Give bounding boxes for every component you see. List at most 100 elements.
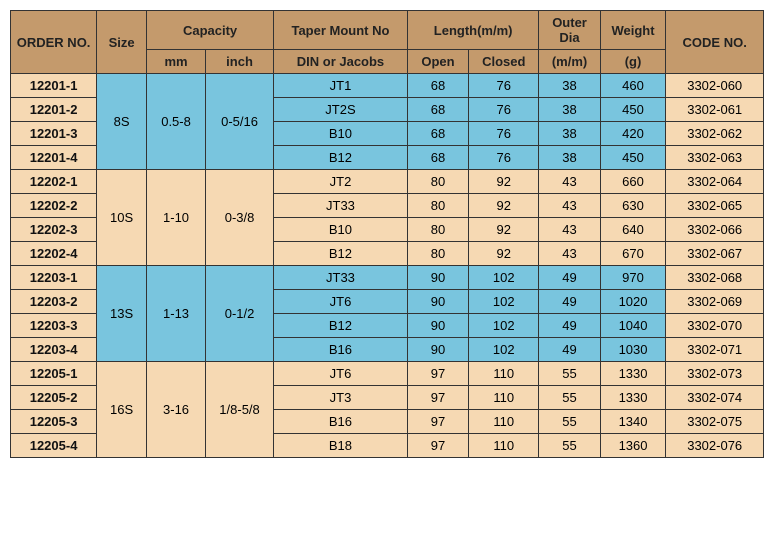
cell-taper: B10: [274, 218, 408, 242]
cell-closed: 92: [469, 218, 539, 242]
col-taper: Taper Mount No: [274, 11, 408, 50]
cell-open: 90: [407, 266, 468, 290]
col-taper-sub: DIN or Jacobs: [274, 50, 408, 74]
cell-order-no: 12201-2: [11, 98, 97, 122]
cell-taper: JT33: [274, 194, 408, 218]
cell-closed: 110: [469, 362, 539, 386]
cell-outer-dia: 49: [539, 314, 600, 338]
col-length-open: Open: [407, 50, 468, 74]
cell-outer-dia: 55: [539, 386, 600, 410]
cell-taper: B16: [274, 410, 408, 434]
cell-open: 90: [407, 290, 468, 314]
cell-open: 68: [407, 74, 468, 98]
cell-closed: 102: [469, 290, 539, 314]
cell-closed: 110: [469, 410, 539, 434]
cell-weight: 450: [600, 146, 666, 170]
cell-order-no: 12201-4: [11, 146, 97, 170]
cell-open: 68: [407, 146, 468, 170]
cell-closed: 110: [469, 434, 539, 458]
cell-weight: 1330: [600, 386, 666, 410]
table-row: 12201-18S0.5-80-5/16JT16876384603302-060: [11, 74, 764, 98]
cell-closed: 102: [469, 338, 539, 362]
cell-capacity-mm: 1-10: [147, 170, 206, 266]
cell-weight: 420: [600, 122, 666, 146]
cell-open: 97: [407, 386, 468, 410]
cell-code-no: 3302-064: [666, 170, 764, 194]
cell-closed: 102: [469, 266, 539, 290]
cell-taper: JT3: [274, 386, 408, 410]
cell-weight: 1360: [600, 434, 666, 458]
cell-taper: JT6: [274, 290, 408, 314]
cell-order-no: 12202-4: [11, 242, 97, 266]
cell-order-no: 12203-4: [11, 338, 97, 362]
cell-code-no: 3302-062: [666, 122, 764, 146]
col-capacity-mm: mm: [147, 50, 206, 74]
col-order-no: ORDER NO.: [11, 11, 97, 74]
cell-order-no: 12205-1: [11, 362, 97, 386]
cell-taper: B10: [274, 122, 408, 146]
col-outer-dia: Outer Dia: [539, 11, 600, 50]
cell-code-no: 3302-076: [666, 434, 764, 458]
cell-open: 90: [407, 314, 468, 338]
cell-weight: 450: [600, 98, 666, 122]
cell-taper: JT2S: [274, 98, 408, 122]
cell-order-no: 12202-2: [11, 194, 97, 218]
cell-outer-dia: 43: [539, 242, 600, 266]
cell-capacity-inch: 0-5/16: [206, 74, 274, 170]
cell-taper: B12: [274, 314, 408, 338]
col-weight: Weight: [600, 11, 666, 50]
cell-capacity-inch: 0-1/2: [206, 266, 274, 362]
cell-capacity-inch: 1/8-5/8: [206, 362, 274, 458]
cell-code-no: 3302-075: [666, 410, 764, 434]
cell-order-no: 12205-4: [11, 434, 97, 458]
cell-weight: 1330: [600, 362, 666, 386]
cell-taper: B16: [274, 338, 408, 362]
cell-open: 97: [407, 410, 468, 434]
spec-table: ORDER NO. Size Capacity Taper Mount No L…: [10, 10, 764, 458]
cell-outer-dia: 38: [539, 146, 600, 170]
col-outer-dia-sub: (m/m): [539, 50, 600, 74]
cell-taper: JT33: [274, 266, 408, 290]
cell-code-no: 3302-073: [666, 362, 764, 386]
table-row: 12205-116S3-161/8-5/8JT6971105513303302-…: [11, 362, 764, 386]
cell-taper: JT1: [274, 74, 408, 98]
cell-taper: B12: [274, 146, 408, 170]
cell-outer-dia: 38: [539, 122, 600, 146]
cell-outer-dia: 49: [539, 290, 600, 314]
cell-open: 80: [407, 242, 468, 266]
cell-closed: 76: [469, 122, 539, 146]
cell-code-no: 3302-070: [666, 314, 764, 338]
cell-taper: B12: [274, 242, 408, 266]
table-body: 12201-18S0.5-80-5/16JT16876384603302-060…: [11, 74, 764, 458]
cell-size: 16S: [97, 362, 147, 458]
col-capacity: Capacity: [147, 11, 274, 50]
cell-capacity-mm: 1-13: [147, 266, 206, 362]
table-row: 12203-113S1-130-1/2JT3390102499703302-06…: [11, 266, 764, 290]
cell-order-no: 12203-2: [11, 290, 97, 314]
cell-code-no: 3302-074: [666, 386, 764, 410]
cell-capacity-mm: 0.5-8: [147, 74, 206, 170]
cell-outer-dia: 43: [539, 218, 600, 242]
cell-order-no: 12205-3: [11, 410, 97, 434]
cell-open: 68: [407, 122, 468, 146]
cell-weight: 1020: [600, 290, 666, 314]
cell-code-no: 3302-063: [666, 146, 764, 170]
cell-code-no: 3302-066: [666, 218, 764, 242]
cell-outer-dia: 55: [539, 434, 600, 458]
cell-order-no: 12202-1: [11, 170, 97, 194]
cell-outer-dia: 55: [539, 362, 600, 386]
col-capacity-inch: inch: [206, 50, 274, 74]
col-length: Length(m/m): [407, 11, 539, 50]
cell-code-no: 3302-060: [666, 74, 764, 98]
cell-closed: 76: [469, 74, 539, 98]
cell-closed: 76: [469, 98, 539, 122]
cell-order-no: 12201-1: [11, 74, 97, 98]
cell-capacity-inch: 0-3/8: [206, 170, 274, 266]
cell-order-no: 12203-1: [11, 266, 97, 290]
cell-outer-dia: 43: [539, 194, 600, 218]
cell-open: 68: [407, 98, 468, 122]
cell-code-no: 3302-068: [666, 266, 764, 290]
cell-taper: JT2: [274, 170, 408, 194]
cell-open: 97: [407, 434, 468, 458]
col-size: Size: [97, 11, 147, 74]
